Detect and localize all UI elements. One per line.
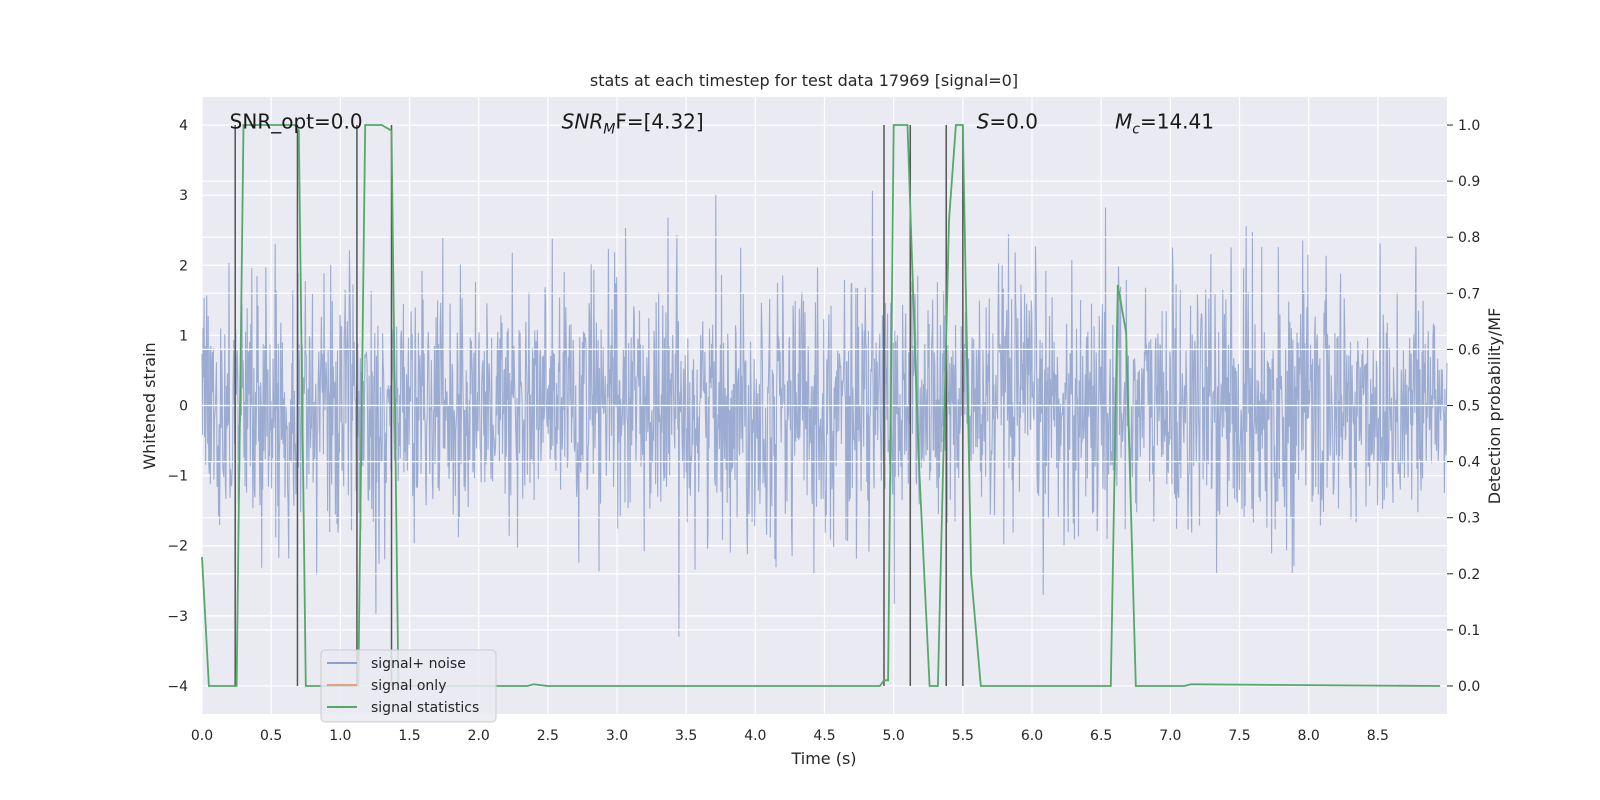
x-tick-label: 3.5 [675,728,697,744]
legend-box [320,649,497,723]
x-ticks: 0.0 0.5 1.0 1.5 2.0 2.5 3.0 3.5 4.0 4.5 5.0 5.5 6.0 6… [191,728,1389,744]
legend-label: signal only [371,678,446,694]
y-ticks: −4 −3 −2 −1 0 1 2 3 4 [167,118,188,695]
legend-label: signal+ noise [371,656,466,672]
y2-tick-label: 0.2 [1458,567,1480,583]
annotation-3: Mc=14.41 [1115,110,1214,138]
annotation-2: S=0.0 [977,110,1038,134]
y-tick-label: 1 [179,328,188,344]
y2-tick-label: 0.9 [1458,174,1480,190]
y2-tick-label: 0.0 [1458,679,1480,695]
signal-noise-line [201,190,1448,637]
x-tick-label: 2.0 [468,728,490,744]
x-tick-label: 5.5 [952,728,974,744]
y2-tick-label: 0.3 [1458,511,1480,527]
y2-axis-label: Detection probability/MF [1485,308,1504,505]
x-tick-label: 2.5 [537,728,559,744]
y-tick-label: −3 [167,609,188,625]
x-tick-label: 5.0 [883,728,905,744]
y2-tick-label: 0.8 [1458,230,1480,246]
y-tick-label: 4 [179,118,188,134]
x-axis-label: Time (s) [790,749,856,768]
annotations: SNR_opt=0.0 SNRMF=[4.32] S=0.0 Mc=14.41 [230,110,1214,138]
x-tick-label: 8.0 [1298,728,1320,744]
y2-tick-label: 0.6 [1458,342,1480,358]
y-tick-label: −4 [167,679,188,695]
stats-series [201,124,1441,687]
y2-tick-label: 0.5 [1458,399,1480,415]
y-tick-label: 2 [179,258,188,274]
x-tick-label: 7.5 [1228,728,1250,744]
y2-ticks: 0.0 0.1 0.2 0.3 0.4 0.5 0.6 0.7 0.8 0.9 1.0 [1447,118,1480,695]
x-tick-label: 1.5 [398,728,420,744]
y-tick-label: 3 [179,188,188,204]
y2-tick-label: 0.1 [1458,623,1480,639]
x-tick-label: 0.0 [191,728,213,744]
x-tick-label: 8.5 [1367,728,1389,744]
annotation-0: SNR_opt=0.0 [230,110,363,134]
y2-tick-label: 0.7 [1458,286,1480,302]
noise-series [201,190,1448,637]
y2-grid [202,124,1447,687]
y-tick-label: −2 [167,539,188,555]
x-tick-label: 0.5 [260,728,282,744]
x-tick-label: 6.5 [1090,728,1112,744]
signal-statistics-line [201,124,1441,687]
y2-tick-label: 0.4 [1458,455,1480,471]
x-tick-label: 4.0 [744,728,766,744]
legend: signal+ noise signal only signal statistic… [320,649,497,723]
x-tick-label: 7.0 [1159,728,1181,744]
x-tick-label: 4.5 [813,728,835,744]
y-tick-label: −1 [167,469,188,485]
annotation-1: SNRMF=[4.32] [562,110,704,138]
x-tick-label: 6.0 [1021,728,1043,744]
y-tick-label: 0 [179,399,188,415]
chart-title: stats at each timestep for test data 179… [590,71,1018,90]
y2-tick-label: 1.0 [1458,118,1480,134]
legend-label: signal statistics [371,700,479,716]
x-tick-label: 1.0 [329,728,351,744]
x-tick-label: 3.0 [606,728,628,744]
y-axis-label: Whitened strain [140,342,159,469]
vertical-markers [234,125,964,686]
